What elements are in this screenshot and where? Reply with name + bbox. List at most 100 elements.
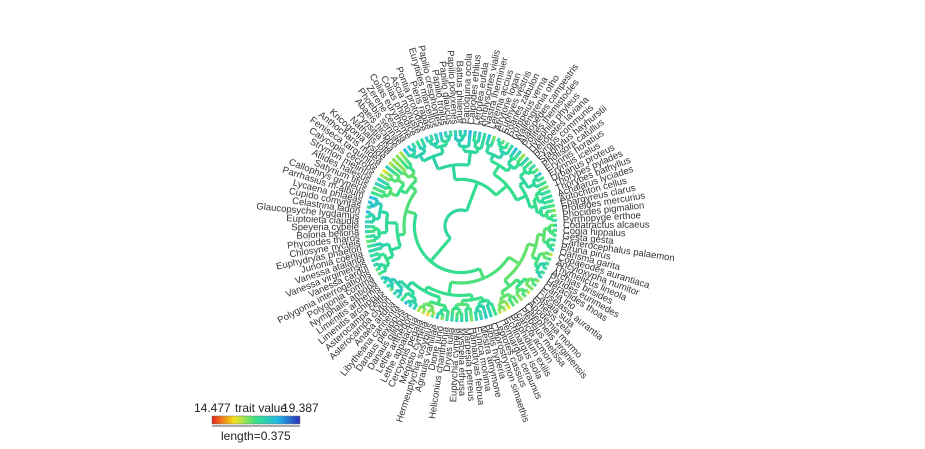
tree-branch	[519, 155, 524, 160]
tree-arc	[371, 215, 376, 223]
tree-branch	[492, 308, 497, 312]
tree-branch	[549, 194, 553, 198]
tree-branch	[472, 137, 476, 142]
tree-arc	[377, 252, 382, 259]
tree-branch	[528, 285, 532, 290]
tree-branch	[398, 287, 404, 293]
tree-branch	[515, 300, 519, 304]
tree-branch	[493, 312, 498, 316]
tree-branch	[506, 305, 511, 309]
tree-branch	[483, 313, 488, 317]
tree-branch	[523, 159, 527, 163]
tree-arc	[541, 228, 547, 243]
tree-branch	[548, 194, 552, 199]
tree-branch	[409, 303, 413, 307]
tree-branch	[545, 195, 548, 200]
tree-branch	[405, 299, 409, 303]
tree-branch	[505, 143, 509, 146]
tree-branch	[382, 281, 386, 285]
tree-branch	[390, 177, 397, 184]
tree-arc	[408, 171, 416, 179]
tree-branch	[393, 159, 398, 164]
tree-branch	[405, 151, 409, 155]
tree-branch	[475, 147, 480, 154]
tree-branch	[492, 137, 496, 140]
tree-arc	[537, 190, 542, 196]
tree-branch	[368, 249, 372, 254]
tree-branch	[521, 291, 525, 295]
tree-branch	[540, 275, 543, 280]
tree-branch	[371, 203, 376, 208]
tree-branch	[513, 298, 517, 302]
tree-branch	[382, 180, 387, 185]
tree-branch	[503, 145, 508, 150]
tree-arc	[515, 287, 523, 295]
tree-branch	[393, 291, 397, 295]
tree-branch	[451, 165, 457, 180]
tree-branch	[511, 303, 515, 306]
tree-branch	[539, 261, 545, 267]
tree-branch	[482, 132, 487, 137]
tree-branch	[542, 181, 546, 185]
tree-branch	[522, 153, 526, 157]
tree-branch	[397, 232, 405, 237]
tree-branch	[401, 160, 406, 165]
tip-label: Euptoieta claudia	[286, 213, 360, 227]
tree-branch	[532, 282, 536, 286]
tree-branch	[400, 297, 405, 301]
tree-branch	[384, 164, 390, 170]
tree-arc	[486, 301, 492, 306]
tree-branch	[377, 272, 381, 277]
tree-branch	[436, 296, 442, 305]
tree-branch	[379, 172, 383, 177]
scale-bar-label: length=0.375	[221, 429, 291, 443]
tree-branch	[372, 191, 377, 196]
tree-branch	[386, 284, 390, 288]
tree-branch	[378, 183, 383, 188]
tree-branch	[544, 185, 548, 190]
tree-branch	[433, 143, 438, 149]
tree-branch	[525, 156, 530, 161]
tree-branch	[408, 166, 416, 174]
tree-branch	[529, 286, 533, 291]
tree-branch	[547, 204, 551, 209]
tree-branch	[514, 154, 519, 158]
tree-branch	[375, 235, 380, 240]
tree-branch	[511, 151, 515, 155]
tree-branch	[440, 313, 445, 317]
tree-branch	[372, 248, 376, 252]
tree-arc	[399, 279, 415, 294]
tree-branch	[374, 187, 378, 191]
tree-branch	[512, 155, 518, 161]
tree-branch	[527, 285, 531, 289]
tree-branch	[505, 303, 510, 307]
tree-branch	[390, 287, 394, 291]
tree-branch	[484, 315, 489, 319]
tree-branch	[397, 163, 402, 168]
tree-branch	[538, 172, 542, 176]
tree-arc	[402, 189, 418, 235]
tree-branch	[400, 153, 405, 158]
tip-label: Speyeria cybele	[291, 222, 359, 234]
tree-branch	[521, 292, 525, 296]
tree-branch	[520, 287, 526, 293]
tip-label: Pyrrhopyge erthoe	[563, 210, 642, 226]
tree-branch	[376, 182, 381, 187]
tree-branch	[388, 173, 394, 179]
tree-branch	[487, 310, 492, 314]
tree-branch	[512, 149, 516, 154]
tree-branch	[399, 158, 404, 163]
tree-branch	[514, 299, 518, 303]
tree-branches	[364, 130, 557, 323]
tree-arc	[395, 223, 402, 248]
tree-branch	[487, 133, 492, 137]
tree-branch	[384, 176, 388, 180]
tree-branch	[535, 168, 539, 172]
tree-branch	[523, 294, 527, 298]
tree-branch	[522, 160, 526, 165]
tree-branch	[491, 306, 496, 311]
tree-branch	[519, 297, 523, 301]
tree-branch	[482, 135, 487, 139]
tree-branch	[377, 193, 381, 198]
